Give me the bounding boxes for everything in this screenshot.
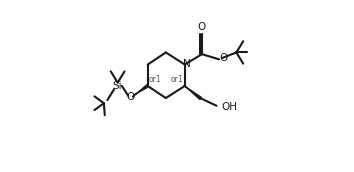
Text: Si: Si [113,81,122,91]
Polygon shape [184,85,201,99]
Text: O: O [198,22,206,32]
Text: O: O [219,53,228,63]
Polygon shape [132,85,148,97]
Text: or1: or1 [148,76,161,84]
Text: or1: or1 [171,76,183,84]
Text: OH: OH [222,102,238,112]
Text: O: O [126,92,135,102]
Text: N: N [183,59,191,69]
